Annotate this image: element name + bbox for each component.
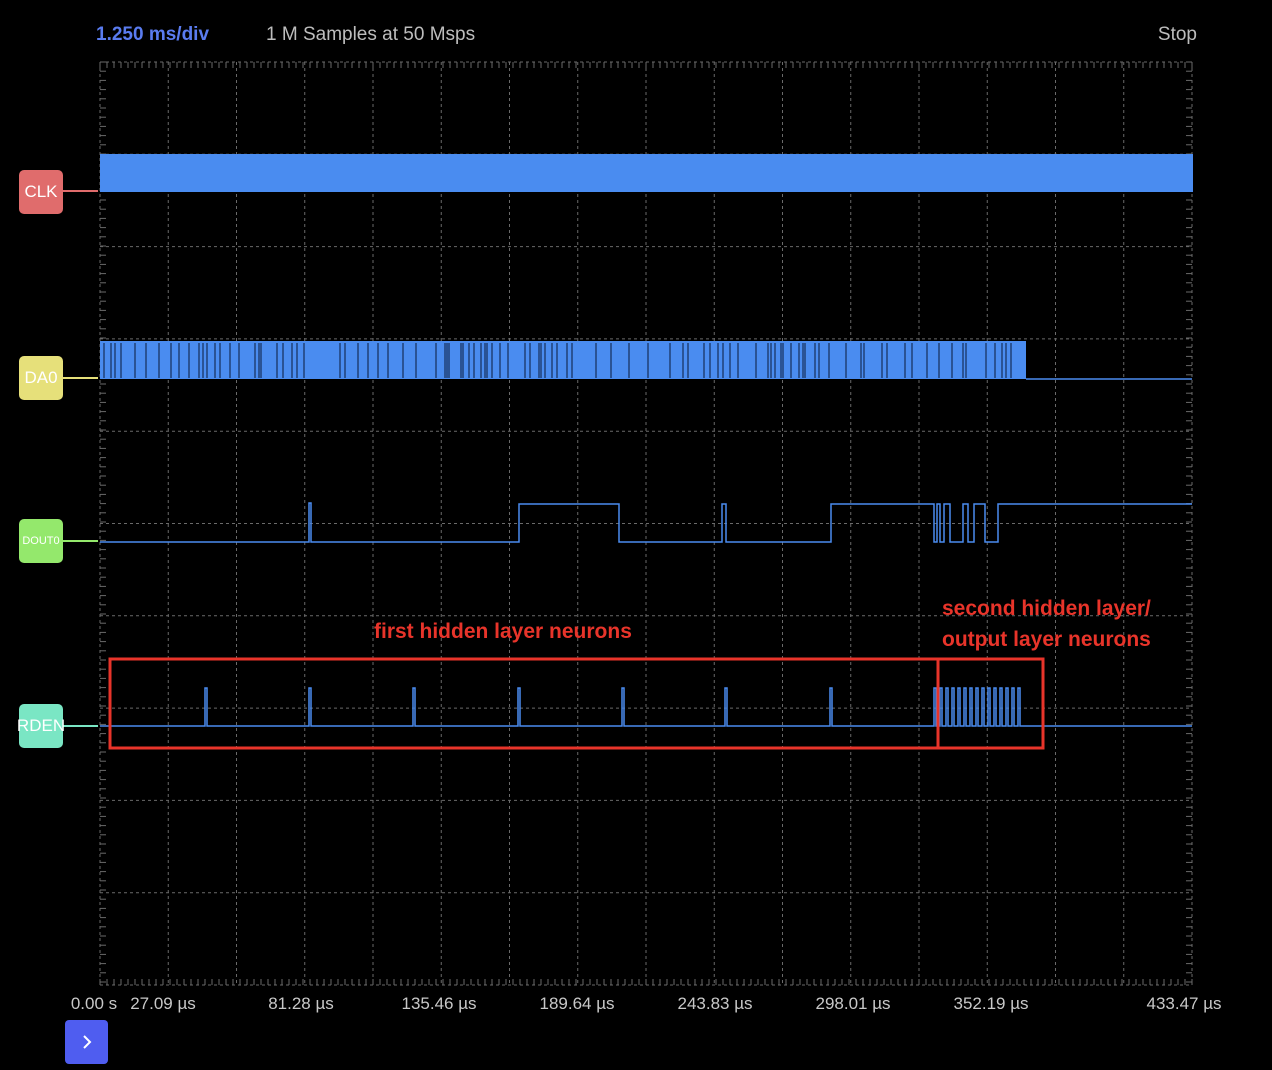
time-tick-label: 352.19 µs: [953, 994, 1029, 1013]
chevron-right-icon: [82, 1035, 91, 1049]
channel-label-dout0[interactable]: DOUT0: [19, 519, 63, 563]
time-tick-label: 81.28 µs: [268, 994, 334, 1013]
annotation-output-layer: output layer neurons: [942, 628, 1151, 651]
time-tick-label: 135.46 µs: [401, 994, 477, 1013]
time-tick-label: 0.00 s: [70, 994, 118, 1013]
trace-da0: [100, 341, 1192, 380]
sample-rate-readout[interactable]: 1 M Samples at 50 Msps: [266, 24, 476, 45]
time-tick-label: 298.01 µs: [815, 994, 891, 1013]
time-tick-label: 27.09 µs: [130, 994, 196, 1013]
annotation-box-second-layer: [936, 657, 1045, 750]
time-tick-label: 189.64 µs: [539, 994, 615, 1013]
waveform-traces: [63, 154, 1193, 727]
toolbar: 1.250 ms/div 1 M Samples at 50 Msps Stop: [0, 0, 1272, 60]
annotation-box-first-layer: [108, 657, 940, 750]
channel-label-rden[interactable]: RDEN: [17, 704, 65, 748]
run-button[interactable]: [65, 1020, 108, 1064]
annotation-second-hidden-layer: second hidden layer/: [942, 597, 1151, 620]
annotation-boxes: [108, 657, 1045, 750]
time-tick-label: 243.83 µs: [677, 994, 753, 1013]
trace-da0-band: [100, 341, 1026, 379]
time-tick-label: 433.47 µs: [1146, 994, 1222, 1013]
annotation-first-hidden-layer: first hidden layer neurons: [374, 620, 632, 643]
channel-label-clk[interactable]: CLK: [19, 170, 63, 214]
grid: [99, 61, 1193, 986]
trace-rden: [100, 687, 1192, 727]
trace-dout0: [100, 502, 1192, 543]
acquisition-status: Stop: [1157, 24, 1197, 45]
timebase-readout[interactable]: 1.250 ms/div: [96, 24, 210, 45]
trace-clk: [100, 154, 1193, 192]
channel-label-da0[interactable]: DA0: [19, 356, 63, 400]
